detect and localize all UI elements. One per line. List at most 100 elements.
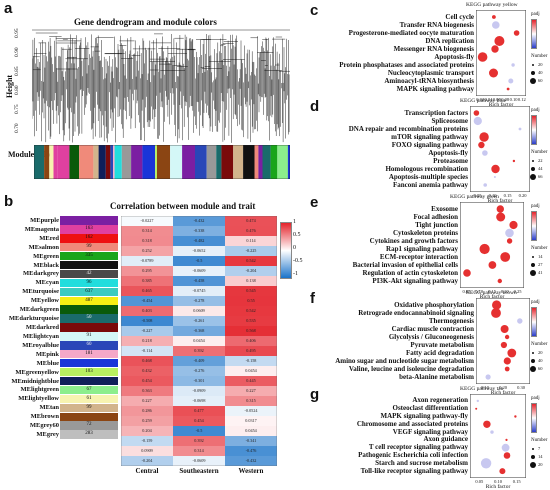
kegg-dot xyxy=(504,334,510,340)
module-color-box xyxy=(60,305,118,314)
module-name: MEmidnightblue xyxy=(11,377,59,385)
heatmap-cell xyxy=(121,376,173,386)
kegg-dot xyxy=(499,468,506,475)
kegg-term-label: Apoptosis-fly xyxy=(434,52,474,61)
kegg-xlabel: Rich factor xyxy=(479,294,505,300)
heatmap-value: 0.476 xyxy=(246,228,255,233)
kegg-xtick: 0.12 xyxy=(517,97,526,102)
module-row: MEcyan 96 xyxy=(0,278,120,288)
kegg-term-label: Aminoacyl-tRNA biosynthesis xyxy=(384,76,474,85)
number-legend-value: 41 xyxy=(538,270,543,275)
number-legend-dot xyxy=(530,174,536,180)
heatmap-cell xyxy=(225,326,277,336)
kegg-dot xyxy=(491,45,499,53)
kegg-dot xyxy=(505,438,508,441)
module-row: MEdarkred xyxy=(0,323,120,332)
heatmap-cell xyxy=(173,226,225,236)
module-color-box: 637 xyxy=(60,287,118,297)
module-row: MEblue xyxy=(0,359,120,368)
kegg-dot xyxy=(488,261,497,269)
panel-g-letter: g xyxy=(310,386,320,403)
heatmap-cell xyxy=(225,276,277,286)
kegg-term-label: Amino sugar and nucleotide sugar metabol… xyxy=(335,356,474,365)
heatmap-value: -0.276 xyxy=(194,368,205,373)
heatmap-value: 0.0454 xyxy=(245,368,257,373)
heatmap-value: 0.465 xyxy=(142,288,151,293)
number-legend-dot xyxy=(531,351,535,355)
heatmap-value: 0.445 xyxy=(246,378,255,383)
module-row: MEgrey 283 xyxy=(0,430,120,439)
module-name: MEgrey xyxy=(36,431,59,439)
kegg-dot xyxy=(507,348,517,358)
heatmap-value: -0.0909 xyxy=(193,388,206,393)
padj-colorbar xyxy=(531,307,537,337)
kegg-term-label: Apoptosis-fly xyxy=(428,148,468,157)
kegg-dot xyxy=(482,150,488,156)
heatmap-cell xyxy=(173,246,225,256)
module-row: MEblack xyxy=(0,260,120,270)
heatmap-cell xyxy=(121,286,173,296)
heatmap-value: 0.545 xyxy=(246,288,255,293)
heatmap-cell xyxy=(121,356,173,366)
module-color-box xyxy=(60,323,118,332)
module-row: MEsalmon 99 xyxy=(0,243,120,252)
number-legend-dot xyxy=(531,255,535,259)
kegg-xtick: 0.04 xyxy=(484,97,493,102)
kegg-dot xyxy=(497,278,502,284)
kegg-dot xyxy=(508,78,514,84)
panel-d-letter: d xyxy=(310,98,320,115)
heatmap-value: 0.218 xyxy=(142,338,151,343)
number-legend-value: 14 xyxy=(538,454,543,459)
kegg-dot xyxy=(463,269,471,277)
heatmap-cell xyxy=(121,426,173,436)
heatmap-cell xyxy=(225,286,277,296)
heatmap-value: 0.535 xyxy=(246,318,255,323)
module-name: MEblue xyxy=(36,359,59,367)
heatmap-cell xyxy=(225,256,277,266)
heatmap-value: -0.0609 xyxy=(193,458,206,463)
heatmap-value: -0.159 xyxy=(142,438,153,443)
kegg-dot xyxy=(500,252,511,262)
heatmap-cell xyxy=(173,216,225,226)
heatmap-value: 0.403 xyxy=(142,308,151,313)
correlation-heatmap: -0.0227 -0.432 0.474 0.314 -0.338 0.476 0.318 -… xyxy=(121,216,277,466)
module-color-box: 50 xyxy=(60,314,118,323)
kegg-xlabel: Rich factor xyxy=(487,198,513,204)
kegg-xtick: 0.30 xyxy=(517,385,525,390)
heatmap-value: 0.385 xyxy=(142,278,151,283)
panel-a-letter: a xyxy=(4,0,13,17)
number-legend-dot xyxy=(530,70,536,76)
kegg-dot xyxy=(509,220,518,230)
module-color-box xyxy=(60,260,118,270)
module-row: MEdarkgrey 42 xyxy=(0,269,120,279)
a-ytick-label: 0.90 xyxy=(14,47,20,57)
heatmap-value: -0.204 xyxy=(246,268,258,273)
kegg-term-label: Thermogenesis xyxy=(428,316,474,325)
heatmap-value: 0.0454 xyxy=(245,428,257,433)
heatmap-cell xyxy=(225,336,277,346)
kegg-term-label: Progesterone-mediated oocyte maturation xyxy=(348,28,474,37)
heatmap-value: 0.227 xyxy=(142,398,151,403)
heatmap-cell xyxy=(173,336,225,346)
heatmap-cell xyxy=(225,356,277,366)
kegg-term-label: PI3K-Akt signaling pathway xyxy=(372,276,458,285)
kegg-term-label: Cytoskeleton proteins xyxy=(392,228,458,237)
heatmap-value: 0.227 xyxy=(246,388,255,393)
kegg-term-label: Cytokines and growth factors xyxy=(369,236,458,245)
number-legend-dot xyxy=(531,159,535,163)
heatmap-cell xyxy=(173,276,225,286)
heatmap-value: 0.286 xyxy=(142,408,151,413)
heatmap-value: 0.468 xyxy=(142,358,151,363)
module-row: MEroyalblue 60 xyxy=(0,341,120,350)
number-label: Number xyxy=(531,246,548,251)
module-color-box xyxy=(60,216,118,225)
kegg-term-label: Regulation of actin cytoskeleton xyxy=(362,268,458,277)
panel-a-title: Gene dendrogram and module colors xyxy=(74,17,217,27)
heatmap-cell xyxy=(225,376,277,386)
kegg-term-label: Oxidative phosphorylation xyxy=(394,300,474,309)
number-legend-value: 20 xyxy=(538,350,543,355)
module-row: MEbrown xyxy=(0,412,120,421)
heatmap-cell xyxy=(173,326,225,336)
heatmap-value: 0.363 xyxy=(142,388,151,393)
heatmap-value: 0.138 xyxy=(246,278,255,283)
